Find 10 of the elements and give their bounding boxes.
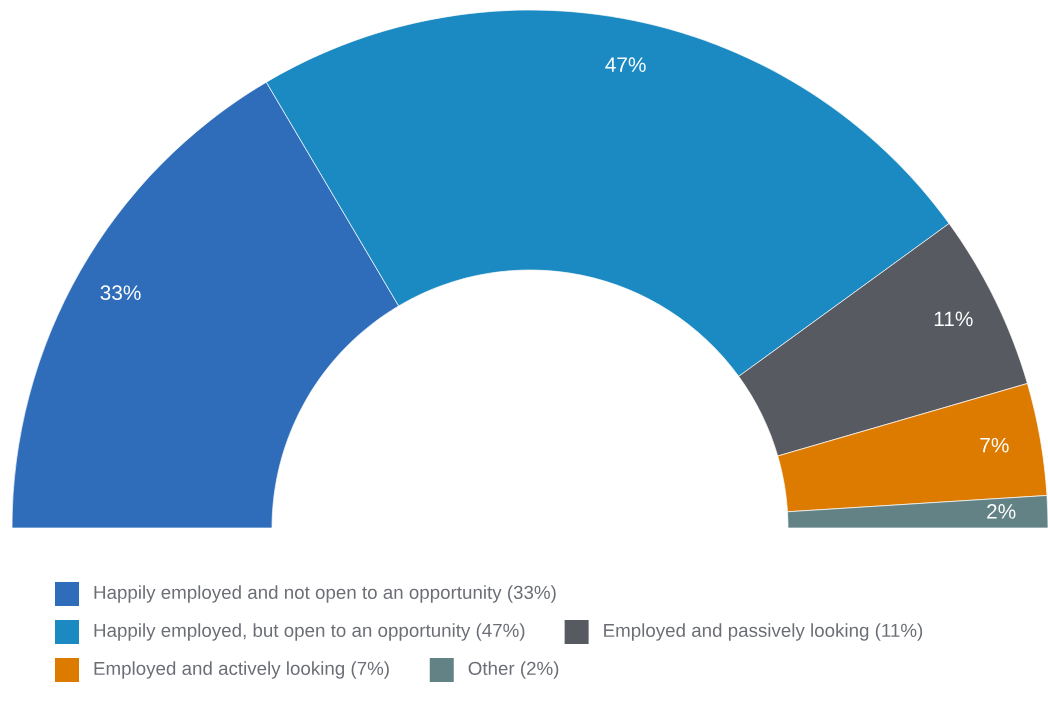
data-label: 33% (100, 285, 141, 301)
data-label: 47% (605, 57, 646, 72)
data-label: 11% (934, 311, 973, 327)
legend-label: Happily employed and not open to an opportunity (33%) (94, 585, 556, 603)
legend-label: Employed and actively looking (7%) (94, 661, 389, 679)
data-label: 7% (980, 437, 1009, 453)
legend-label: Employed and passively looking (11%) (604, 623, 923, 641)
data-label: 2% (987, 504, 1016, 519)
legend-label: Other (2%) (468, 661, 559, 679)
legend-label: Happily employed, but open to an opportunity (47%) (94, 623, 525, 641)
